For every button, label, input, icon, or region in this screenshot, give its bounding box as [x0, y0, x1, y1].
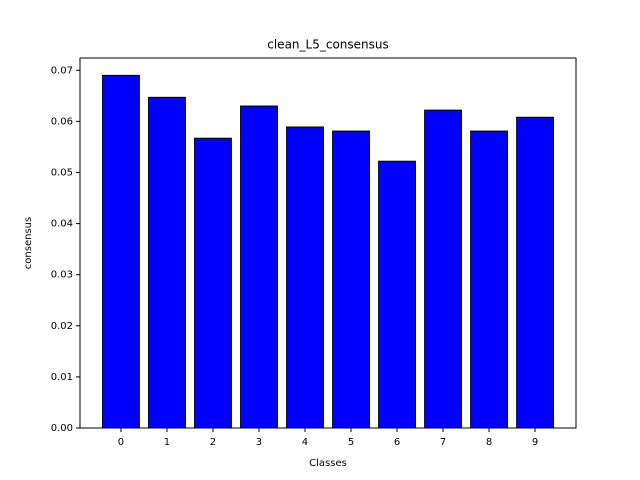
y-axis-label: consensus — [23, 217, 34, 269]
x-tick-label: 4 — [302, 437, 308, 448]
bar — [102, 74, 140, 429]
bar — [148, 96, 186, 429]
y-tick-label: 0.07 — [51, 65, 73, 76]
bar — [286, 126, 324, 429]
chart-title: clean_L5_consensus — [267, 38, 389, 52]
y-tick-label: 0.00 — [51, 423, 73, 434]
bar — [332, 130, 370, 429]
x-tick-label: 9 — [532, 437, 538, 448]
y-tick-label: 0.01 — [51, 372, 73, 383]
bar — [240, 105, 278, 429]
plot-frame — [79, 57, 577, 429]
bar — [516, 116, 554, 429]
y-tick-label: 0.03 — [51, 270, 73, 281]
bar — [470, 130, 508, 429]
y-tick-label: 0.04 — [51, 219, 73, 230]
x-axis-label: Classes — [309, 458, 347, 469]
bar — [378, 160, 416, 429]
x-tick-label: 8 — [486, 437, 492, 448]
y-tick-label: 0.06 — [51, 116, 73, 127]
x-tick-label: 1 — [164, 437, 170, 448]
x-tick-label: 0 — [118, 437, 124, 448]
bar — [424, 109, 462, 429]
x-tick-label: 3 — [256, 437, 262, 448]
bar — [194, 137, 232, 429]
x-tick-label: 6 — [394, 437, 400, 448]
y-tick-label: 0.02 — [51, 321, 73, 332]
x-tick-label: 7 — [440, 437, 446, 448]
y-tick-label: 0.05 — [51, 167, 73, 178]
x-tick-label: 5 — [348, 437, 354, 448]
x-tick-label: 2 — [210, 437, 216, 448]
